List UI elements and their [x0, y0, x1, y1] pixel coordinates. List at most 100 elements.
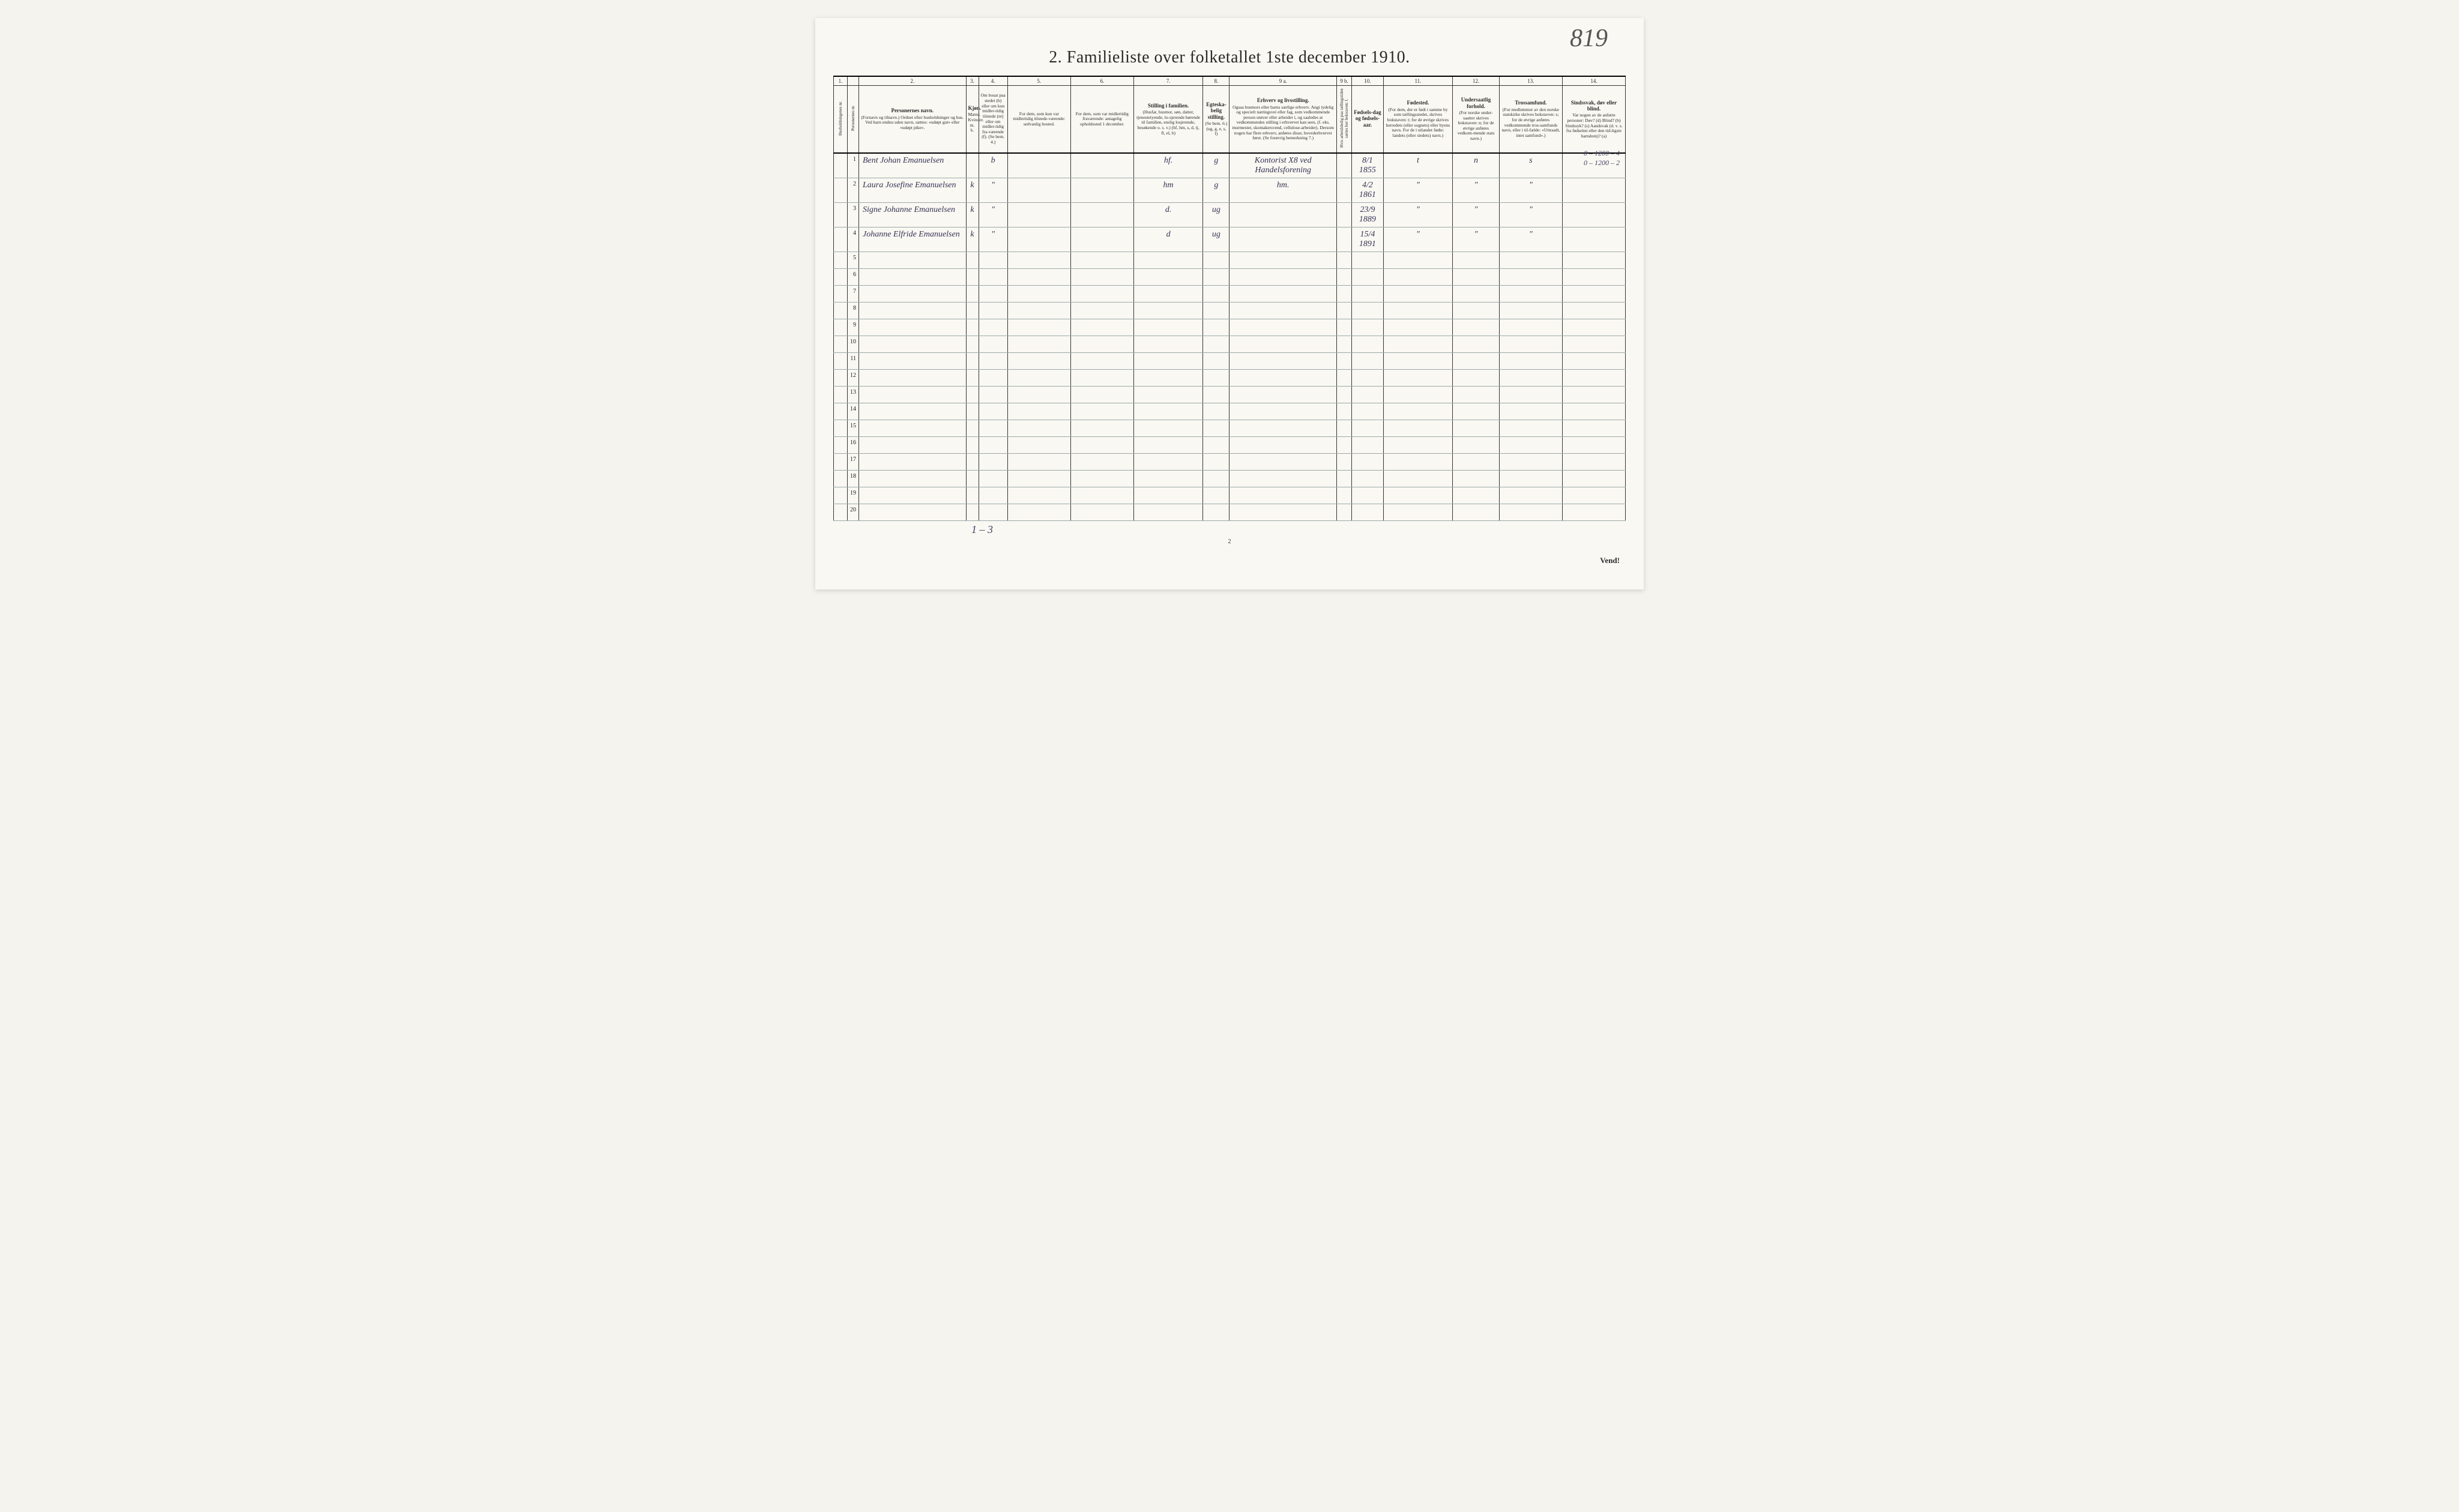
cell — [1562, 403, 1625, 420]
cell — [1499, 319, 1562, 336]
cell — [1230, 353, 1337, 370]
cell — [966, 370, 979, 387]
cell — [1070, 387, 1133, 403]
cell — [1383, 504, 1453, 521]
column-header: Erhverv og livsstilling.Ogsaa husmors el… — [1230, 86, 1337, 153]
cell — [1230, 504, 1337, 521]
cell: 15/4 1891 — [1352, 227, 1384, 252]
cell — [1070, 286, 1133, 303]
cell: Bent Johan Emanuelsen — [858, 153, 966, 178]
cell: k — [966, 227, 979, 252]
cell — [979, 353, 1007, 370]
cell — [1007, 353, 1070, 370]
cell — [966, 286, 979, 303]
cell — [1007, 319, 1070, 336]
cell — [1336, 504, 1351, 521]
cell — [979, 252, 1007, 269]
cell: " — [1499, 203, 1562, 227]
cell: " — [1499, 178, 1562, 202]
cell — [1453, 504, 1500, 521]
cell — [858, 403, 966, 420]
cell — [1336, 370, 1351, 387]
column-header: Fødested.(For dem, der er født i samme b… — [1383, 86, 1453, 153]
column-number: 4. — [979, 76, 1007, 86]
cell — [1499, 303, 1562, 319]
cell — [1352, 403, 1384, 420]
cell: k — [966, 203, 979, 227]
cell — [1453, 370, 1500, 387]
cell — [1562, 336, 1625, 353]
cell — [1230, 286, 1337, 303]
cell — [1070, 178, 1133, 202]
cell — [1336, 269, 1351, 286]
cell — [1230, 252, 1337, 269]
cell: " — [1499, 227, 1562, 252]
cell — [1133, 487, 1203, 504]
column-number: 10. — [1352, 76, 1384, 86]
table-row: 6 — [834, 269, 1626, 286]
cell: 3 — [848, 203, 859, 227]
cell — [1007, 203, 1070, 227]
cell: Signe Johanne Emanuelsen — [858, 203, 966, 227]
cell — [1453, 353, 1500, 370]
column-header: Sindssvak, døv eller blind.Var nogen av … — [1562, 86, 1625, 153]
cell — [834, 387, 848, 403]
cell — [1499, 353, 1562, 370]
cell — [1203, 336, 1230, 353]
cell: n — [1453, 153, 1500, 178]
cell — [1133, 303, 1203, 319]
cell — [979, 454, 1007, 471]
cell: t — [1383, 153, 1453, 178]
cell — [1562, 454, 1625, 471]
cell — [1562, 252, 1625, 269]
margin-note-2: 0 – 1200 – 2 — [1584, 158, 1620, 168]
table-row: 18 — [834, 471, 1626, 487]
cell — [1562, 319, 1625, 336]
cell — [1007, 303, 1070, 319]
column-number: 2. — [858, 76, 966, 86]
cell: ug — [1203, 227, 1230, 252]
cell — [834, 471, 848, 487]
cell — [858, 471, 966, 487]
cell — [1453, 471, 1500, 487]
cell: b — [979, 153, 1007, 178]
cell — [1133, 420, 1203, 437]
cell — [1336, 286, 1351, 303]
cell — [1352, 303, 1384, 319]
cell — [1230, 319, 1337, 336]
vend-label: Vend! — [833, 556, 1626, 565]
cell — [1499, 471, 1562, 487]
cell: " — [979, 178, 1007, 202]
cell: " — [979, 227, 1007, 252]
cell — [834, 420, 848, 437]
cell — [1336, 387, 1351, 403]
cell — [1562, 487, 1625, 504]
cell — [1352, 454, 1384, 471]
cell — [1499, 252, 1562, 269]
cell: " — [1383, 203, 1453, 227]
cell: 6 — [848, 269, 859, 286]
column-header: Personernes navn.(Fornavn og tilnavn.) O… — [858, 86, 966, 153]
cell — [1562, 203, 1625, 227]
cell — [834, 336, 848, 353]
cell — [1230, 387, 1337, 403]
cell — [1007, 504, 1070, 521]
cell — [1070, 153, 1133, 178]
cell — [1070, 437, 1133, 454]
cell: 20 — [848, 504, 859, 521]
column-header-row: Husholdningenes nr.Personernes nr.Person… — [834, 86, 1626, 153]
cell — [1383, 370, 1453, 387]
cell — [1336, 353, 1351, 370]
cell: d — [1133, 227, 1203, 252]
cell — [1336, 178, 1351, 202]
cell: k — [966, 178, 979, 202]
column-number: 7. — [1133, 76, 1203, 86]
cell — [1070, 269, 1133, 286]
cell — [858, 319, 966, 336]
cell — [1070, 336, 1133, 353]
census-table: 1.2.3.4.5.6.7.8.9 a.9 b.10.11.12.13.14. … — [833, 76, 1626, 521]
cell — [1336, 454, 1351, 471]
cell — [1230, 227, 1337, 252]
cell — [1453, 487, 1500, 504]
cell — [1070, 454, 1133, 471]
